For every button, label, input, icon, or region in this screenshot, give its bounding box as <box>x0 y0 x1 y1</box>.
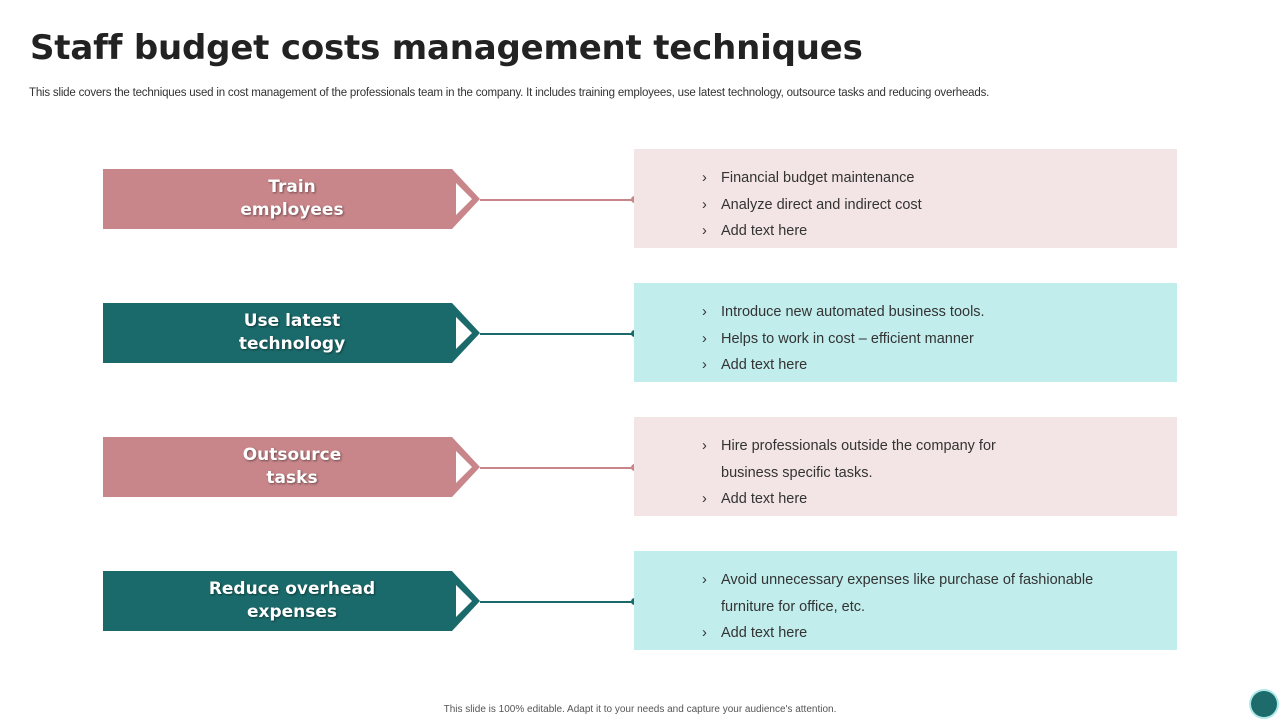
bullet-item: › Analyze direct and indirect cost <box>702 192 922 219</box>
bullet-item: furniture for office, etc. <box>702 594 1093 621</box>
technique-title-line: Train <box>268 177 316 197</box>
connector-line <box>480 333 634 335</box>
bullet-text: furniture for office, etc. <box>721 598 865 615</box>
bullet-item: › Hire professionals outside the company … <box>702 433 996 460</box>
connector-line <box>480 467 634 469</box>
chevron-right-icon: › <box>702 625 707 641</box>
connector-line <box>480 601 634 603</box>
chevron-right-icon: › <box>702 304 707 320</box>
technique-row: Use latest technology › Introduce new auto… <box>0 283 1280 383</box>
technique-arrow-label: Outsource tasks <box>103 437 483 497</box>
chevron-right-icon: › <box>702 170 707 186</box>
bullet-text: Add text here <box>721 625 808 641</box>
bullet-text: Add text here <box>721 491 808 507</box>
details-box: › Introduce new automated business tools.… <box>634 283 1177 382</box>
technique-row: Outsource tasks › Hire professionals outsi… <box>0 417 1280 517</box>
technique-title-line: Use latest <box>243 311 341 331</box>
navigation-dot-button[interactable] <box>1251 691 1277 717</box>
bullet-item: › Add text here <box>702 486 996 513</box>
bullet-item: › Financial budget maintenance <box>702 165 922 192</box>
technique-title-line: technology <box>238 334 346 354</box>
bullet-item: › Helps to work in cost – efficient manne… <box>702 326 985 353</box>
bullet-item: business specific tasks. <box>702 460 996 487</box>
bullet-item: › Introduce new automated business tools. <box>702 299 985 326</box>
footer-note: This slide is 100% editable. Adapt it to… <box>443 704 837 715</box>
technique-title-line: expenses <box>246 602 338 622</box>
technique-arrow-label: Train employees <box>103 169 483 229</box>
bullet-item: › Avoid unnecessary expenses like purchas… <box>702 567 1093 594</box>
technique-title-line: tasks <box>266 468 318 488</box>
arrow-shape <box>103 303 480 363</box>
technique-row: Train employees › Financial budget mainten… <box>0 149 1280 249</box>
bullet-text: Helps to work in cost – efficient manner <box>721 330 974 347</box>
bullet-text: Analyze direct and indirect cost <box>721 196 922 213</box>
bullet-text: Hire professionals outside the company f… <box>721 438 996 454</box>
technique-title-line: Reduce overhead <box>208 579 376 599</box>
chevron-right-icon: › <box>702 223 707 239</box>
arrow-shape <box>103 169 480 229</box>
chevron-right-icon: › <box>702 357 707 373</box>
bullet-text: Financial budget maintenance <box>721 170 915 186</box>
technique-arrow-label: Use latest technology <box>103 303 483 363</box>
bullet-text: Add text here <box>721 223 808 239</box>
connector-line <box>480 199 634 201</box>
details-box: › Hire professionals outside the company … <box>634 417 1177 516</box>
bullet-item: › Add text here <box>702 218 922 245</box>
bullet-text: business specific tasks. <box>721 464 873 481</box>
bullet-text: Add text here <box>721 357 808 373</box>
chevron-right-icon: › <box>702 438 707 454</box>
chevron-right-icon: › <box>702 330 707 347</box>
details-box: › Financial budget maintenance › Analyze di… <box>634 149 1177 248</box>
bullet-item: › Add text here <box>702 352 985 379</box>
arrow-shape <box>103 571 480 631</box>
technique-title-line: employees <box>240 200 344 220</box>
technique-arrow-label: Reduce overhead expenses <box>103 571 483 631</box>
arrow-shape <box>103 437 480 497</box>
chevron-right-icon: › <box>702 196 707 213</box>
bullet-text: Avoid unnecessary expenses like purchase… <box>721 572 1094 588</box>
technique-title-line: Outsource <box>242 445 342 465</box>
page-title: Staff budget costs management techniques <box>30 28 863 68</box>
details-box: › Avoid unnecessary expenses like purchas… <box>634 551 1177 650</box>
chevron-right-icon: › <box>702 491 707 507</box>
page-subtitle: This slide covers the techniques used in… <box>29 87 990 99</box>
bullet-item: › Add text here <box>702 620 1093 647</box>
bullet-text: Introduce new automated business tools. <box>721 304 985 320</box>
technique-row: Reduce overhead expenses › Avoid unnecessa… <box>0 551 1280 651</box>
chevron-right-icon: › <box>702 572 707 588</box>
